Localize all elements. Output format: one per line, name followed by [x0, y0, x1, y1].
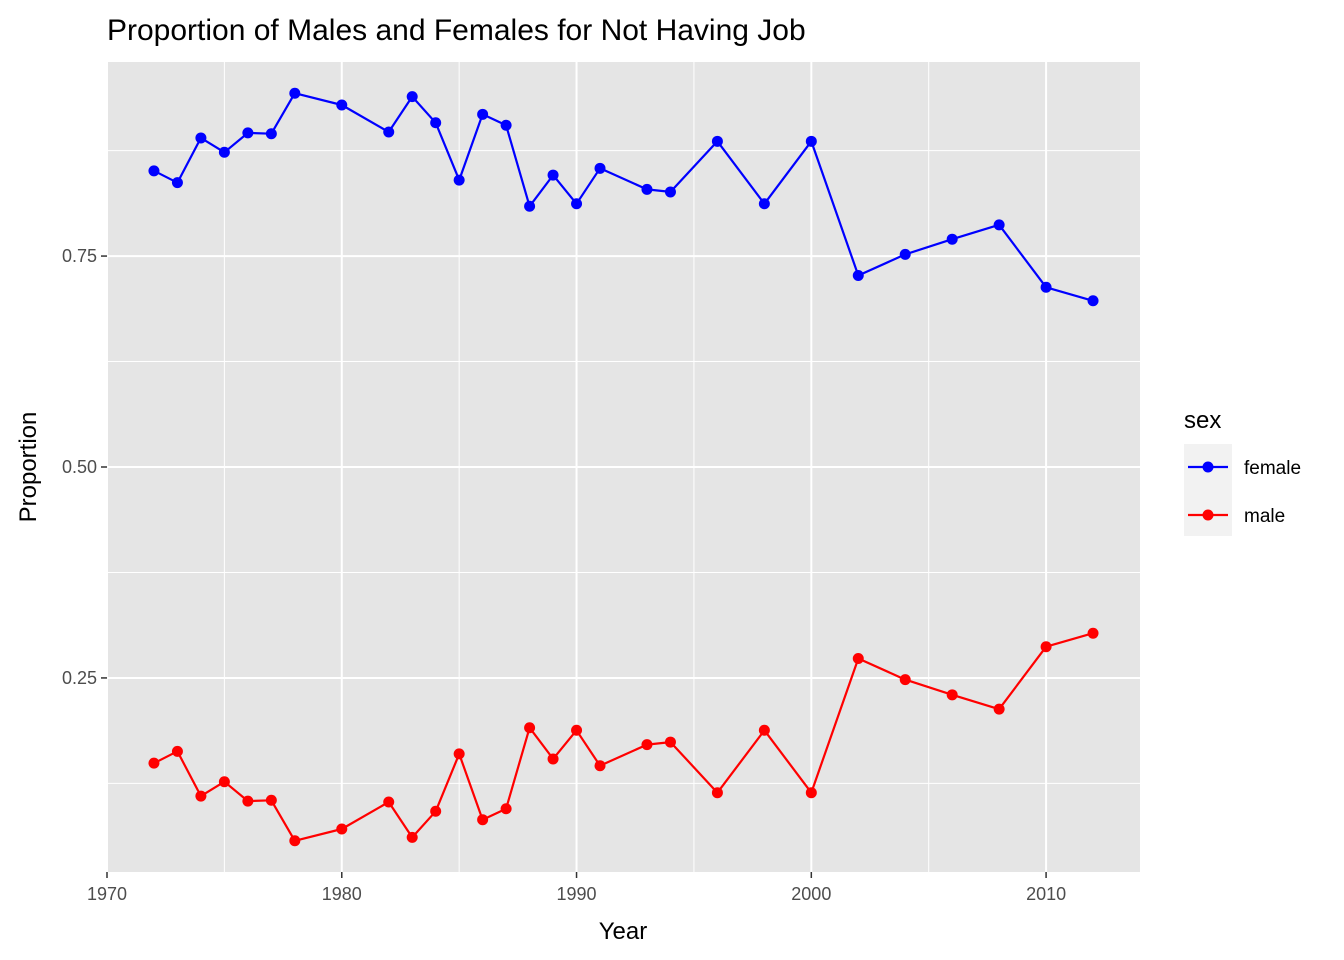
- data-point-female: [1087, 295, 1099, 307]
- data-point-male: [571, 724, 583, 736]
- x-tick-label: 1990: [557, 884, 597, 904]
- data-point-male: [430, 805, 442, 817]
- data-point-male: [1087, 627, 1099, 639]
- data-point-male: [171, 745, 183, 757]
- x-tick-label: 1970: [87, 884, 127, 904]
- data-point-male: [524, 722, 536, 734]
- data-point-female: [336, 99, 348, 111]
- x-axis-title: Year: [599, 918, 648, 945]
- data-point-female: [406, 91, 418, 103]
- y-axis-title: Proportion: [15, 412, 42, 523]
- data-point-male: [453, 748, 465, 760]
- data-point-male: [406, 831, 418, 843]
- data-point-male: [899, 674, 911, 686]
- data-point-male: [218, 776, 230, 788]
- data-point-male: [289, 835, 301, 847]
- data-point-female: [711, 135, 723, 147]
- legend-key-point-female: [1202, 461, 1214, 473]
- data-point-female: [641, 183, 653, 195]
- data-point-female: [265, 128, 277, 140]
- data-point-female: [195, 132, 207, 144]
- data-point-female: [758, 198, 770, 210]
- data-point-male: [1040, 641, 1052, 653]
- data-point-male: [711, 787, 723, 799]
- chart-title: Proportion of Males and Females for Not …: [107, 14, 806, 47]
- data-point-male: [664, 736, 676, 748]
- data-point-male: [594, 760, 606, 772]
- data-point-male: [195, 790, 207, 802]
- data-point-female: [571, 198, 583, 210]
- data-point-male: [547, 753, 559, 765]
- data-point-female: [899, 248, 911, 260]
- data-point-female: [805, 135, 817, 147]
- axis-ticks: 1970 1980 1990 2000 2010 0.25 0.50 0.75: [62, 246, 1066, 904]
- data-point-female: [946, 233, 958, 245]
- legend: sex female male: [1184, 407, 1301, 536]
- data-point-female: [453, 174, 465, 186]
- data-point-female: [383, 126, 395, 138]
- y-tick-label: 0.25: [62, 668, 97, 688]
- legend-label-male: male: [1244, 506, 1285, 527]
- y-tick-label: 0.50: [62, 457, 97, 477]
- x-tick-label: 2000: [791, 884, 831, 904]
- legend-title: sex: [1184, 407, 1221, 434]
- data-point-female: [524, 200, 536, 212]
- data-point-female: [852, 269, 864, 281]
- data-point-male: [383, 796, 395, 808]
- series-layer: [148, 87, 1099, 847]
- legend-key-background: [1184, 444, 1232, 536]
- data-point-female: [430, 117, 442, 129]
- data-point-female: [594, 162, 606, 174]
- data-point-male: [265, 794, 277, 806]
- data-point-female: [547, 169, 559, 181]
- grid-major: [106, 62, 1140, 872]
- data-point-male: [148, 757, 160, 769]
- legend-label-female: female: [1244, 458, 1301, 479]
- data-point-male: [641, 739, 653, 751]
- x-tick-label: 1980: [322, 884, 362, 904]
- data-point-male: [336, 823, 348, 835]
- x-tick-label: 2010: [1026, 884, 1066, 904]
- data-point-female: [993, 219, 1005, 231]
- data-point-female: [171, 177, 183, 189]
- data-point-male: [946, 689, 958, 701]
- data-point-female: [148, 165, 160, 177]
- data-point-female: [1040, 281, 1052, 293]
- data-point-female: [664, 186, 676, 198]
- data-point-male: [500, 803, 512, 815]
- y-tick-label: 0.75: [62, 246, 97, 266]
- data-point-male: [477, 814, 489, 826]
- data-point-female: [500, 119, 512, 131]
- data-point-male: [852, 653, 864, 665]
- data-point-male: [993, 703, 1005, 715]
- data-point-male: [758, 724, 770, 736]
- data-point-female: [242, 127, 254, 139]
- data-point-female: [477, 108, 489, 120]
- data-point-male: [805, 787, 817, 799]
- data-point-female: [289, 87, 301, 99]
- data-point-male: [242, 795, 254, 807]
- data-point-female: [218, 146, 230, 158]
- legend-key-point-male: [1202, 509, 1214, 521]
